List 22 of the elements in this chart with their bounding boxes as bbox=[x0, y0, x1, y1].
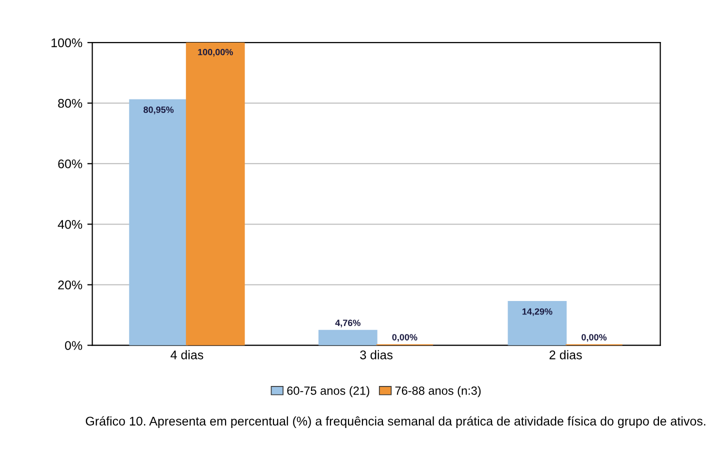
data-label: 0,00% bbox=[582, 334, 607, 342]
data-label: 4,76% bbox=[335, 320, 360, 328]
y-tick-label: 60% bbox=[58, 159, 82, 168]
bar bbox=[186, 42, 245, 346]
data-label: 0,00% bbox=[392, 334, 418, 342]
y-tick-label: 0% bbox=[65, 341, 82, 350]
bar bbox=[318, 330, 378, 346]
x-tick-label: 2 dias bbox=[550, 350, 582, 360]
legend-label: 76-88 anos (n:3) bbox=[395, 386, 481, 398]
bar bbox=[129, 99, 188, 346]
y-tick-label: 100% bbox=[52, 38, 82, 48]
y-tick-label: 80% bbox=[58, 98, 82, 108]
x-tick-label: 3 dias bbox=[360, 350, 393, 360]
legend-label: 60-75 anos (21) bbox=[287, 386, 370, 398]
data-label: 14,29% bbox=[522, 308, 552, 316]
x-tick-label: 4 dias bbox=[170, 350, 204, 360]
data-label: 80,95% bbox=[144, 106, 174, 114]
y-tick-label: 40% bbox=[58, 220, 82, 229]
y-tick-label: 20% bbox=[58, 280, 82, 290]
data-label: 100,00% bbox=[198, 48, 233, 57]
bar bbox=[508, 300, 567, 346]
text: Gráfico 10. Apresenta em percentual (%) a frequência semanal da prática de atividade física do grupo de ativos. bbox=[86, 416, 706, 428]
